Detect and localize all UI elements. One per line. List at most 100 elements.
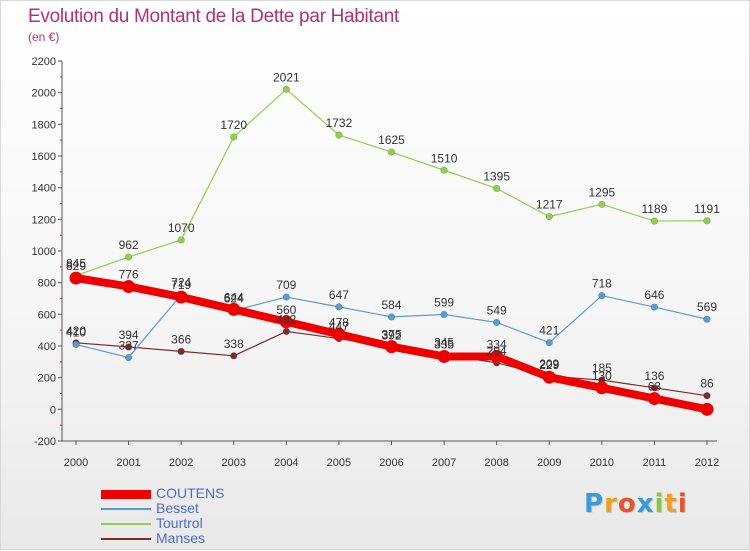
logo-letter: t: [664, 489, 678, 519]
data-label: 624: [224, 292, 244, 306]
data-label: 584: [381, 298, 401, 312]
x-tick-label: 2003: [222, 457, 246, 469]
data-point: [542, 370, 556, 384]
x-tick-label: 2010: [590, 457, 614, 469]
x-tick-label: 2009: [537, 457, 561, 469]
data-label: 130: [592, 369, 612, 383]
data-label: 646: [644, 288, 664, 302]
y-tick-label: 1200: [32, 214, 56, 226]
data-point: [227, 302, 241, 316]
data-label: 1191: [694, 202, 720, 216]
data-point: [72, 340, 80, 349]
data-label: 420: [66, 324, 86, 338]
data-label: 962: [119, 238, 139, 252]
data-label: 478: [329, 315, 349, 329]
data-label: 1720: [220, 118, 247, 132]
data-label: 294: [487, 344, 507, 358]
y-tick-label: -200: [34, 436, 56, 448]
data-point: [124, 343, 133, 351]
data-label: 644: [224, 290, 244, 304]
data-point: [335, 303, 343, 311]
data-point: [647, 392, 661, 406]
y-tick-label: 1400: [32, 183, 56, 195]
y-tick-label: 2200: [32, 56, 56, 68]
data-label: 724: [171, 276, 191, 290]
data-label: 569: [697, 300, 717, 314]
logo-letter: r: [604, 489, 618, 519]
data-label: 394: [119, 328, 139, 342]
data-point: [437, 349, 451, 363]
data-label: 1217: [536, 198, 563, 212]
data-label: 136: [644, 369, 664, 383]
data-label: 447: [329, 320, 349, 334]
data-point: [595, 381, 609, 395]
data-point: [387, 148, 396, 156]
data-point: [700, 402, 714, 416]
data-point: [598, 292, 606, 300]
data-point: [385, 340, 398, 354]
data-label: 185: [592, 361, 612, 375]
x-tick-label: 2000: [64, 457, 88, 469]
data-point: [545, 213, 553, 221]
x-tick-label: 2002: [169, 457, 193, 469]
data-label: 2021: [273, 70, 300, 84]
data-point: [230, 133, 238, 141]
data-point: [282, 85, 290, 93]
proxiti-logo: Proxiti: [584, 489, 688, 519]
data-label: 709: [276, 278, 296, 292]
data-point: [387, 313, 396, 321]
data-point: [703, 392, 711, 400]
logo-letter: x: [636, 489, 655, 519]
data-label: 718: [592, 277, 612, 291]
chart-data-labels: 420 394 366 338 492 447 392 345 294 209 185 136 86 41…: [66, 70, 720, 393]
legend-swatch: [101, 490, 151, 499]
data-label: 1510: [431, 151, 458, 165]
page-title: Evolution du Montant de la Dette par Hab…: [28, 6, 399, 27]
data-label: 375: [381, 328, 401, 342]
data-label: 421: [539, 324, 559, 338]
y-tick-label: 1000: [32, 246, 56, 258]
data-point: [493, 184, 501, 193]
data-point: [545, 339, 553, 347]
x-tick-label: 2007: [432, 457, 456, 469]
data-label: 1625: [378, 133, 405, 147]
data-point: [282, 327, 290, 336]
y-tick-label: 0: [50, 404, 56, 416]
data-label: 209: [539, 357, 559, 371]
data-label: 560: [276, 303, 296, 317]
data-point: [598, 200, 606, 208]
x-tick-label: 2012: [695, 457, 719, 469]
data-point: [493, 318, 501, 327]
legend-label: COUTENS: [156, 485, 225, 501]
data-point: [122, 279, 136, 293]
legend-swatch: [101, 523, 151, 525]
series-line-tourtrol: [75, 88, 708, 277]
data-label: 549: [487, 303, 507, 317]
chart-axes: -200 0 200 400 600 800 1000 1200 1400 1600 1800 200…: [32, 56, 720, 469]
data-label: 327: [119, 339, 139, 353]
data-label: 86: [700, 377, 714, 391]
chart-series: [69, 85, 714, 416]
data-label: 345: [434, 336, 454, 350]
data-point: [650, 217, 659, 225]
data-point: [440, 166, 448, 174]
data-point: [174, 290, 188, 304]
y-tick-label: 2000: [32, 88, 56, 100]
y-tick-label: 1800: [32, 119, 56, 131]
legend-label: Besset: [156, 500, 199, 516]
data-label: 599: [434, 295, 454, 309]
data-label: 63: [648, 380, 662, 394]
y-tick-label: 1600: [32, 151, 56, 163]
logo-letter: o: [617, 489, 637, 519]
y-tick-label: 200: [38, 373, 56, 385]
logo-letter: i: [654, 489, 665, 519]
data-point: [650, 303, 659, 311]
data-label: 338: [224, 337, 244, 351]
x-tick-label: 2001: [116, 457, 140, 469]
data-label: 1189: [642, 202, 668, 216]
data-point: [335, 131, 343, 139]
x-tick-label: 2006: [379, 457, 403, 469]
data-point: [177, 236, 185, 244]
legend-item-tourtrol: Tourtrol: [101, 515, 301, 531]
